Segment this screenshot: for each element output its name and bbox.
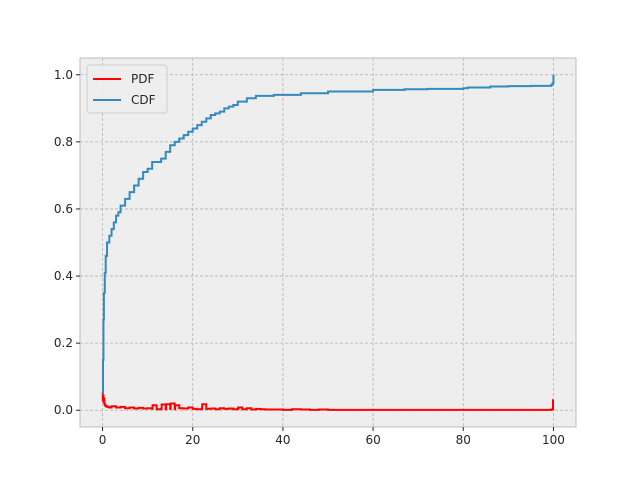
y-tick-label: 0.2 <box>54 336 73 350</box>
x-tick-label: 80 <box>456 433 471 447</box>
legend-label-pdf: PDF <box>131 72 154 86</box>
axis-ticks: 0 20 40 60 80 100 0.0 0.2 0.4 0.6 0.8 1.0 <box>54 68 565 447</box>
y-tick-label: 0.6 <box>54 202 73 216</box>
y-tick-label: 0.0 <box>54 403 73 417</box>
legend-label-cdf: CDF <box>131 93 156 107</box>
legend: PDF CDF <box>86 64 168 114</box>
series-group <box>101 74 555 411</box>
y-tick-label: 1.0 <box>54 68 73 82</box>
series-line-pdf <box>101 390 554 411</box>
series-line-cdf <box>102 74 555 395</box>
x-tick-label: 100 <box>542 433 565 447</box>
y-tick-label: 0.8 <box>54 135 73 149</box>
x-tick-label: 40 <box>275 433 290 447</box>
x-tick-label: 20 <box>185 433 200 447</box>
x-tick-label: 60 <box>365 433 380 447</box>
y-tick-label: 0.4 <box>54 269 73 283</box>
plot-frame <box>79 57 577 428</box>
plot-area <box>80 58 576 427</box>
x-tick-label: 0 <box>99 433 107 447</box>
